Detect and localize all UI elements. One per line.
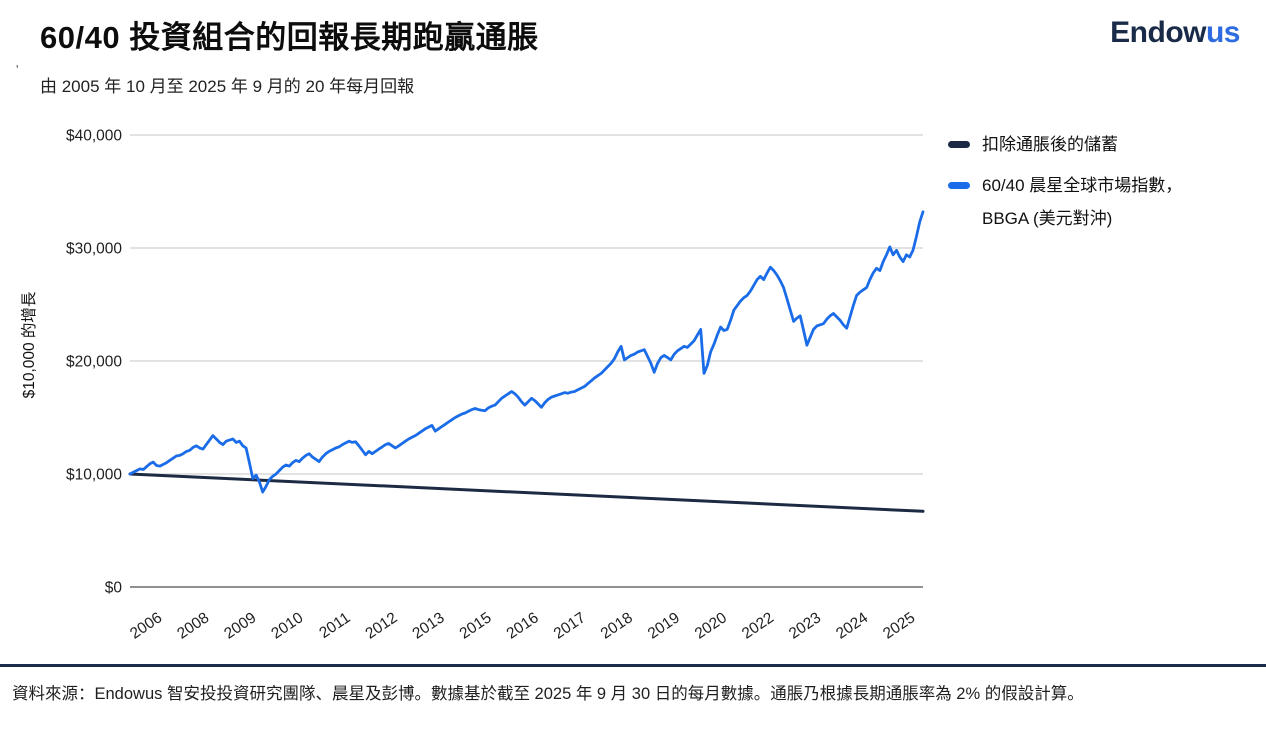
x-tick-label: 2006	[127, 609, 165, 642]
endowus-logo: Endowus	[1110, 16, 1240, 50]
chart-subtitle: 由 2005 年 10 月至 2025 年 9 月的 20 年每月回報	[40, 77, 415, 96]
chart-legend: 扣除通脹後的儲蓄 60/40 晨星全球市場指數， BBGA (美元對沖)	[948, 128, 1248, 235]
x-tick-label: 2022	[739, 609, 777, 642]
x-tick-label: 2025	[880, 609, 918, 642]
y-tick-label: $40,000	[66, 128, 122, 145]
x-tick-label: 2008	[174, 609, 212, 642]
legend-item-1: 60/40 晨星全球市場指數， BBGA (美元對沖)	[948, 169, 1248, 235]
x-tick-label: 2024	[833, 609, 871, 643]
logo-text-dark: Endow	[1110, 16, 1206, 49]
logo-text-blue: us	[1205, 16, 1241, 49]
x-tick-label: 2012	[362, 609, 400, 642]
line-chart: $0 $10,000 $20,000 $30,000 $40,000 $10,000 的增…	[0, 100, 960, 660]
y-tick-label: $10,000	[66, 467, 122, 484]
x-tick-label: 2019	[645, 609, 683, 642]
y-tick-label: $30,000	[66, 241, 122, 258]
series-line-inflation-savings	[128, 472, 925, 513]
series-line-6040-index	[128, 210, 925, 494]
stray-mark: '	[16, 62, 19, 77]
chart-canvas: $0 $10,000 $20,000 $30,000 $40,000 $10,000 的增…	[20, 128, 925, 643]
legend-marker-icon	[948, 141, 970, 148]
x-tick-label: 2023	[786, 609, 824, 642]
y-axis-title: $10,000 的增長	[20, 291, 38, 398]
x-tick-label: 2020	[692, 609, 730, 643]
legend-label: 扣除通脹後的儲蓄	[982, 135, 1118, 154]
footer-divider	[0, 664, 1266, 667]
page-title: 60/40 投資組合的回報長期跑贏通脹	[40, 20, 539, 55]
y-tick-label: $20,000	[66, 354, 122, 371]
x-tick-label: 2018	[598, 609, 636, 642]
x-tick-label: 2017	[551, 609, 589, 642]
y-tick-label: $0	[105, 580, 123, 597]
x-tick-label: 2015	[457, 609, 495, 642]
x-tick-label: 2016	[504, 609, 542, 642]
x-tick-label: 2010	[268, 609, 306, 643]
x-tick-label: 2009	[221, 609, 259, 642]
legend-marker-icon	[948, 182, 970, 189]
legend-label: 60/40 晨星全球市場指數， BBGA (美元對沖)	[982, 176, 1183, 228]
source-note: 資料來源：Endowus 智安投投資研究團隊、晨星及彭博。數據基於截至 2025…	[12, 685, 1084, 703]
x-tick-label: 2011	[316, 609, 353, 642]
legend-item-0: 扣除通脹後的儲蓄	[948, 128, 1248, 161]
x-tick-label: 2013	[410, 609, 448, 642]
